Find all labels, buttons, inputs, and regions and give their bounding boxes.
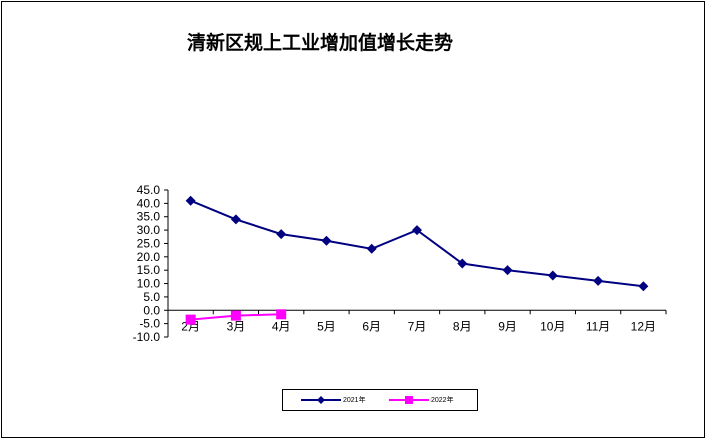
data-point: [366, 243, 377, 254]
x-tick-label: 6月: [362, 319, 381, 333]
y-tick-label: 40.0: [137, 196, 161, 210]
y-tick-label: 20.0: [137, 250, 161, 264]
x-tick-label: 4月: [272, 319, 291, 333]
series-line: [190, 199, 644, 288]
legend-swatch-2022: [389, 396, 429, 404]
y-tick-label: 15.0: [137, 263, 161, 277]
y-tick-label: 45.0: [137, 183, 161, 197]
data-point: [230, 310, 241, 321]
data-point: [638, 281, 649, 292]
data-point: [412, 225, 422, 236]
y-tick-label: 0.0: [143, 303, 160, 317]
data-point: [321, 235, 332, 246]
y-tick-label: 10.0: [137, 277, 161, 291]
x-axis: 2月 3月 4月 5月 6月 7月 8月 9月 10月 11月 12月: [167, 309, 667, 333]
x-tick-label: 9月: [498, 319, 517, 333]
x-tick-label: 11月: [586, 319, 610, 333]
data-point: [185, 314, 196, 325]
y-tick-label: -10.0: [133, 330, 161, 344]
data-point: [547, 270, 558, 281]
series-layer: [185, 195, 649, 325]
data-point: [457, 258, 468, 269]
series-0: [185, 195, 649, 292]
x-tick-label: 5月: [317, 319, 336, 333]
y-tick-label: 25.0: [137, 236, 161, 250]
y-tick-label: -5.0: [139, 317, 160, 331]
legend: 2021年 2022年: [282, 389, 478, 411]
data-point: [185, 195, 196, 206]
y-tick-label: 35.0: [137, 210, 161, 224]
x-tick-label: 3月: [227, 319, 246, 333]
y-tick-label: 5.0: [143, 290, 160, 304]
y-axis: -10.0-5.00.05.010.015.020.025.030.035.04…: [133, 183, 169, 344]
legend-swatch-2021: [301, 396, 341, 404]
legend-label-2022: 2022年: [431, 397, 454, 404]
y-tick-label: 30.0: [137, 223, 161, 237]
x-tick-label: 7月: [408, 319, 427, 333]
legend-label-2021: 2021年: [343, 397, 366, 404]
data-point: [502, 265, 513, 276]
chart-title: 清新区规上工业增加值增长走势: [186, 32, 453, 54]
data-point: [276, 309, 287, 320]
legend-item-2022: 2022年: [389, 390, 454, 410]
data-point: [230, 214, 241, 225]
x-tick-label: 10月: [540, 319, 565, 333]
x-tick-label: 8月: [453, 319, 472, 333]
x-tick-label: 12月: [631, 319, 656, 333]
series-1: [185, 309, 287, 325]
data-point: [593, 275, 604, 286]
data-point: [276, 229, 287, 240]
legend-item-2021: 2021年: [301, 390, 366, 410]
